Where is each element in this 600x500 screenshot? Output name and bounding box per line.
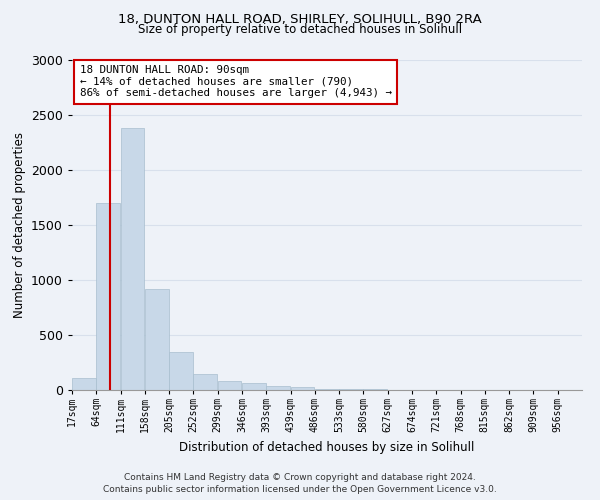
Bar — [145, 289, 169, 390]
Text: 18 DUNTON HALL ROAD: 90sqm
← 14% of detached houses are smaller (790)
86% of sem: 18 DUNTON HALL ROAD: 90sqm ← 14% of deta… — [80, 65, 392, 98]
Text: Contains HM Land Registry data © Crown copyright and database right 2024.
Contai: Contains HM Land Registry data © Crown c… — [103, 472, 497, 494]
Text: Size of property relative to detached houses in Solihull: Size of property relative to detached ho… — [138, 22, 462, 36]
Bar — [121, 128, 145, 390]
Bar — [315, 389, 338, 390]
Bar — [266, 386, 290, 390]
Bar — [242, 384, 266, 390]
Y-axis label: Number of detached properties: Number of detached properties — [13, 132, 26, 318]
Bar — [193, 374, 217, 390]
X-axis label: Distribution of detached houses by size in Solihull: Distribution of detached houses by size … — [179, 440, 475, 454]
Bar — [169, 352, 193, 390]
Bar — [290, 386, 314, 390]
Bar — [72, 378, 96, 390]
Bar — [96, 203, 120, 390]
Bar — [218, 381, 241, 390]
Text: 18, DUNTON HALL ROAD, SHIRLEY, SOLIHULL, B90 2RA: 18, DUNTON HALL ROAD, SHIRLEY, SOLIHULL,… — [118, 12, 482, 26]
